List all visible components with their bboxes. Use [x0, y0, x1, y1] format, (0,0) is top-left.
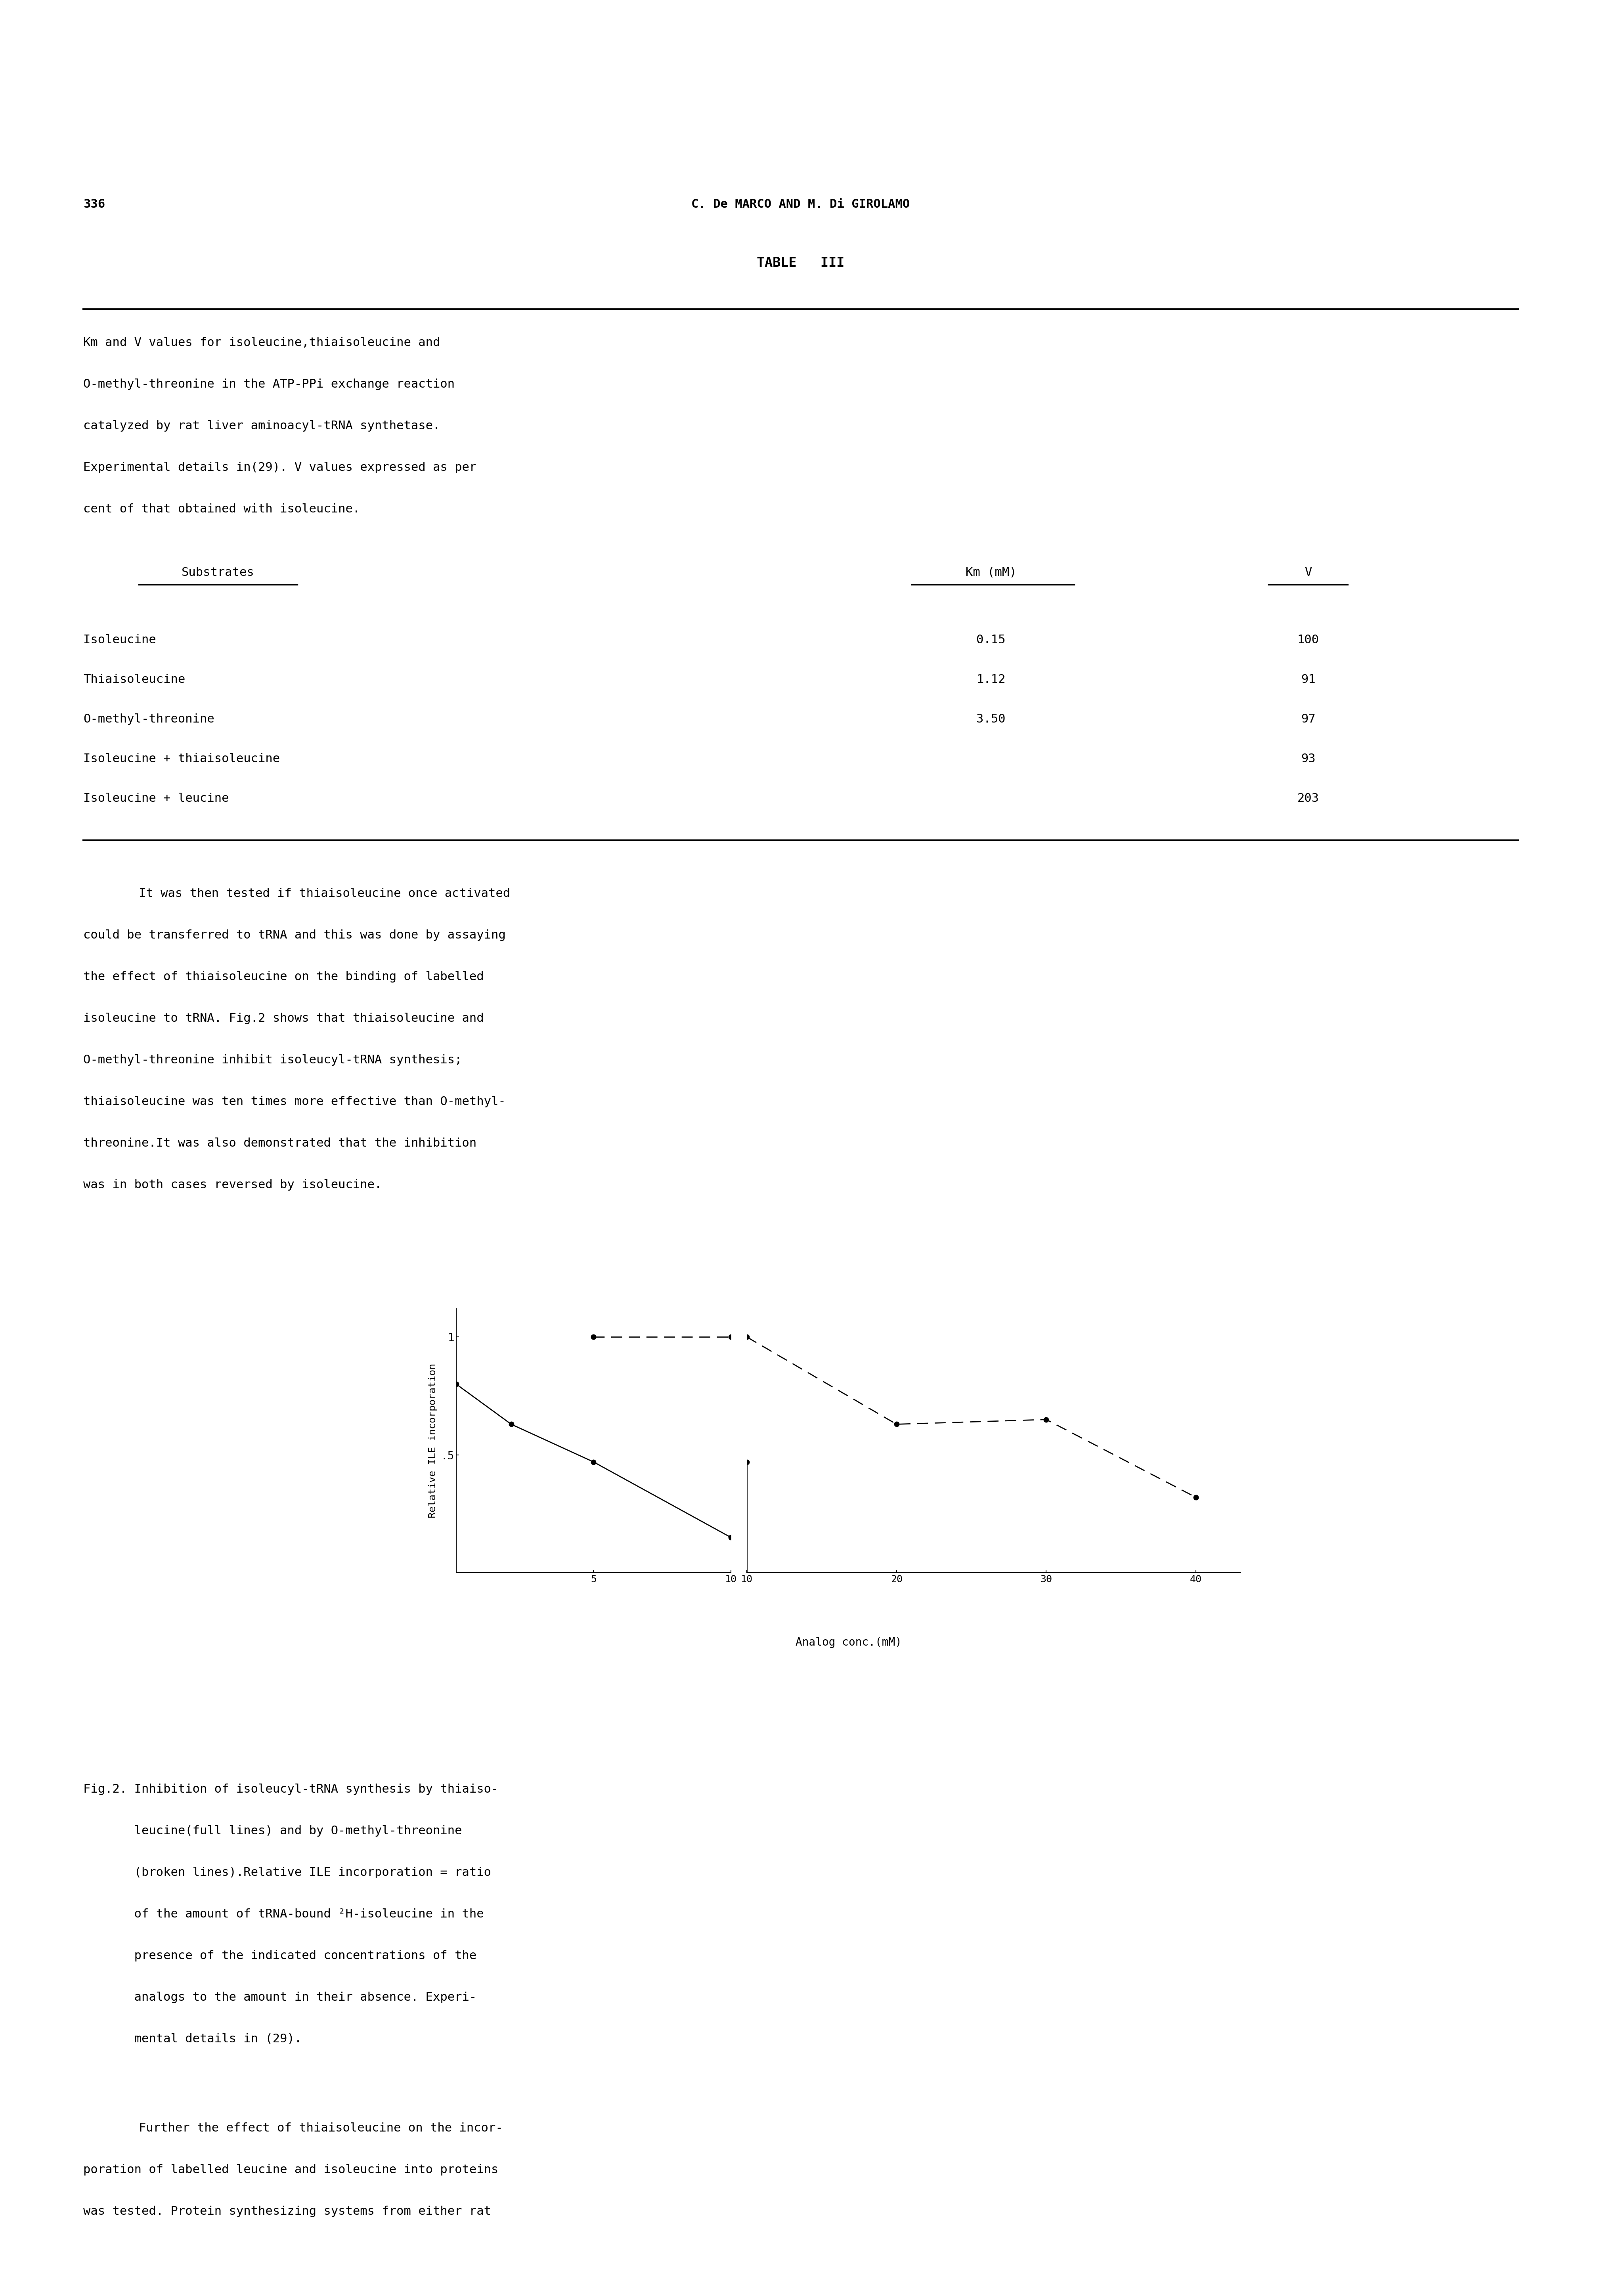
- Text: Substrates: Substrates: [181, 567, 255, 579]
- Text: Analog conc.(mM): Analog conc.(mM): [796, 1637, 901, 1649]
- Text: catalyzed by rat liver aminoacyl-tRNA synthetase.: catalyzed by rat liver aminoacyl-tRNA sy…: [83, 420, 440, 432]
- Text: 97: 97: [1300, 714, 1316, 726]
- Text: Fig.2. Inhibition of isoleucyl-tRNA synthesis by thiaiso-: Fig.2. Inhibition of isoleucyl-tRNA synt…: [83, 1784, 498, 1795]
- Text: 91: 91: [1300, 673, 1316, 684]
- Text: Thiaisoleucine: Thiaisoleucine: [83, 673, 186, 684]
- Text: could be transferred to tRNA and this was done by assaying: could be transferred to tRNA and this wa…: [83, 930, 506, 941]
- Text: presence of the indicated concentrations of the: presence of the indicated concentrations…: [83, 1949, 477, 1961]
- Text: Isoleucine + leucine: Isoleucine + leucine: [83, 792, 229, 804]
- Text: mental details in (29).: mental details in (29).: [83, 2034, 301, 2046]
- Text: 93: 93: [1300, 753, 1316, 765]
- Text: Km and V values for isoleucine,thiaisoleucine and: Km and V values for isoleucine,thiaisole…: [83, 338, 440, 349]
- Text: 1.12: 1.12: [977, 673, 1005, 684]
- Text: 336: 336: [83, 197, 106, 209]
- Text: Isoleucine: Isoleucine: [83, 634, 155, 645]
- Text: poration of labelled leucine and isoleucine into proteins: poration of labelled leucine and isoleuc…: [83, 2165, 498, 2177]
- Text: 203: 203: [1297, 792, 1319, 804]
- Text: 100: 100: [1297, 634, 1319, 645]
- Text: Further the effect of thiaisoleucine on the incor-: Further the effect of thiaisoleucine on …: [139, 2122, 503, 2133]
- Text: Experimental details in(29). V values expressed as per: Experimental details in(29). V values ex…: [83, 461, 477, 473]
- Text: O-methyl-threonine inhibit isoleucyl-tRNA synthesis;: O-methyl-threonine inhibit isoleucyl-tRN…: [83, 1054, 463, 1065]
- Text: the effect of thiaisoleucine on the binding of labelled: the effect of thiaisoleucine on the bind…: [83, 971, 484, 983]
- Text: Isoleucine + thiaisoleucine: Isoleucine + thiaisoleucine: [83, 753, 280, 765]
- Text: leucine(full lines) and by O-methyl-threonine: leucine(full lines) and by O-methyl-thre…: [83, 1825, 463, 1837]
- Y-axis label: Relative ILE incorporation: Relative ILE incorporation: [427, 1364, 437, 1518]
- Text: TABLE   III: TABLE III: [757, 257, 845, 269]
- Text: O-methyl-threonine in the ATP-PPi exchange reaction: O-methyl-threonine in the ATP-PPi exchan…: [83, 379, 455, 390]
- Text: was in both cases reversed by isoleucine.: was in both cases reversed by isoleucine…: [83, 1180, 383, 1192]
- Text: was tested. Protein synthesizing systems from either rat: was tested. Protein synthesizing systems…: [83, 2206, 492, 2218]
- Text: 0.15: 0.15: [977, 634, 1005, 645]
- Text: C. De MARCO AND M. Di GIROLAMO: C. De MARCO AND M. Di GIROLAMO: [692, 197, 909, 209]
- Text: (broken lines).Relative ILE incorporation = ratio: (broken lines).Relative ILE incorporatio…: [83, 1867, 492, 1878]
- Text: V: V: [1305, 567, 1311, 579]
- Text: isoleucine to tRNA. Fig.2 shows that thiaisoleucine and: isoleucine to tRNA. Fig.2 shows that thi…: [83, 1013, 484, 1024]
- Text: O-methyl-threonine: O-methyl-threonine: [83, 714, 215, 726]
- Text: threonine.It was also demonstrated that the inhibition: threonine.It was also demonstrated that …: [83, 1137, 477, 1148]
- Text: It was then tested if thiaisoleucine once activated: It was then tested if thiaisoleucine onc…: [139, 889, 511, 900]
- Text: Km (mM): Km (mM): [965, 567, 1017, 579]
- Text: 3.50: 3.50: [977, 714, 1005, 726]
- Text: analogs to the amount in their absence. Experi-: analogs to the amount in their absence. …: [83, 1991, 477, 2002]
- Text: cent of that obtained with isoleucine.: cent of that obtained with isoleucine.: [83, 503, 360, 514]
- Text: of the amount of tRNA-bound ²H-isoleucine in the: of the amount of tRNA-bound ²H-isoleucin…: [83, 1908, 484, 1919]
- Text: thiaisoleucine was ten times more effective than O-methyl-: thiaisoleucine was ten times more effect…: [83, 1095, 506, 1107]
